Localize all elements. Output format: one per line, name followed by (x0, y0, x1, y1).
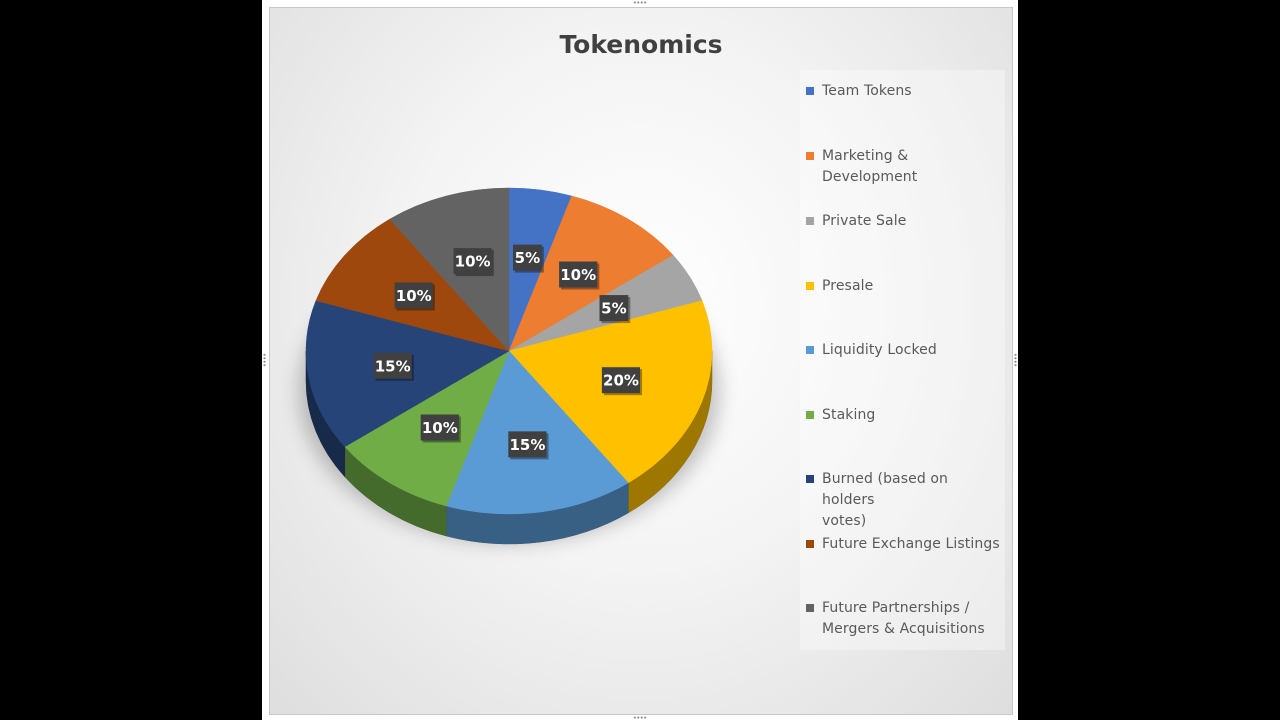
legend-label: Burned (based on holders votes) (822, 471, 949, 529)
legend-label: Marketing & Development (822, 148, 918, 185)
data-label-box (559, 261, 598, 288)
chart-area[interactable]: 5% 10% 5% 20% 15% 10% 15% 10% 10% Tokenomics Tea… (269, 7, 1013, 715)
data-label: 10% (559, 261, 600, 290)
data-label: 10% (453, 248, 494, 277)
legend-label: Future Partnerships / Mergers & Acquisiti… (822, 600, 985, 637)
pie-slices (305, 187, 713, 515)
resize-handle-left[interactable] (263, 353, 266, 367)
legend-item[interactable]: Private Sale (806, 211, 1002, 232)
resize-handle-bottom[interactable] (633, 716, 647, 719)
data-label: 15% (508, 431, 549, 460)
legend-swatch (806, 604, 814, 612)
data-label-text: 10% (455, 253, 491, 271)
legend-label: Presale (822, 278, 874, 294)
data-label-box (453, 248, 492, 275)
legend-item[interactable]: Burned (based on holders votes) (806, 469, 1002, 532)
resize-handle-top[interactable] (633, 1, 647, 4)
legend-swatch (806, 411, 814, 419)
legend-item[interactable]: Staking (806, 405, 1002, 426)
chart-frame: 5% 10% 5% 20% 15% 10% 15% 10% 10% Tokenomics Tea… (262, 0, 1018, 720)
data-label-text: 10% (396, 287, 432, 305)
legend-swatch (806, 346, 814, 354)
data-label: 10% (394, 282, 435, 311)
data-label-text: 10% (560, 266, 596, 284)
data-label-text: 20% (603, 372, 639, 390)
data-label: 10% (420, 414, 461, 443)
data-label-box (394, 282, 433, 309)
legend-swatch (806, 475, 814, 483)
legend-label: Liquidity Locked (822, 342, 937, 358)
legend-swatch (806, 217, 814, 225)
pie-chart: 5% 10% 5% 20% 15% 10% 15% 10% 10% (298, 187, 720, 545)
data-label-text: 15% (375, 357, 411, 375)
data-label: 15% (373, 352, 414, 381)
legend-swatch (806, 152, 814, 160)
legend-label: Private Sale (822, 213, 907, 229)
legend-item[interactable]: Marketing & Development (806, 146, 1002, 188)
legend-item[interactable]: Future Exchange Listings (806, 534, 1002, 555)
legend[interactable]: Team Tokens Marketing & Development Private… (800, 70, 1005, 650)
data-label-box (508, 431, 547, 458)
data-label: 5% (513, 244, 544, 273)
data-label: 20% (601, 367, 643, 396)
legend-label: Staking (822, 407, 876, 423)
data-label-box (420, 414, 459, 441)
pie-slice[interactable] (389, 187, 510, 352)
data-label-box (513, 244, 542, 271)
legend-label: Team Tokens (822, 83, 912, 99)
resize-handle-right[interactable] (1014, 353, 1017, 367)
data-label-box (599, 295, 629, 322)
legend-label: Future Exchange Listings (822, 536, 1000, 552)
legend-swatch (806, 282, 814, 290)
data-labels: 5% 10% 5% 20% 15% 10% 15% 10% 10% (373, 244, 643, 460)
legend-item[interactable]: Future Partnerships / Mergers & Acquisiti… (806, 598, 1002, 640)
data-label-box (373, 352, 412, 379)
chart-title: Tokenomics (559, 30, 723, 59)
data-label-box (601, 367, 641, 394)
legend-item[interactable]: Team Tokens (806, 81, 1002, 102)
data-label-text: 5% (515, 249, 540, 267)
legend-swatch (806, 540, 814, 548)
legend-item[interactable]: Presale (806, 276, 1002, 297)
data-label: 5% (599, 295, 631, 324)
data-label-text: 5% (601, 300, 626, 318)
data-label-text: 10% (422, 419, 458, 437)
legend-item[interactable]: Liquidity Locked (806, 340, 1002, 361)
legend-swatch (806, 87, 814, 95)
data-label-text: 15% (509, 436, 545, 454)
